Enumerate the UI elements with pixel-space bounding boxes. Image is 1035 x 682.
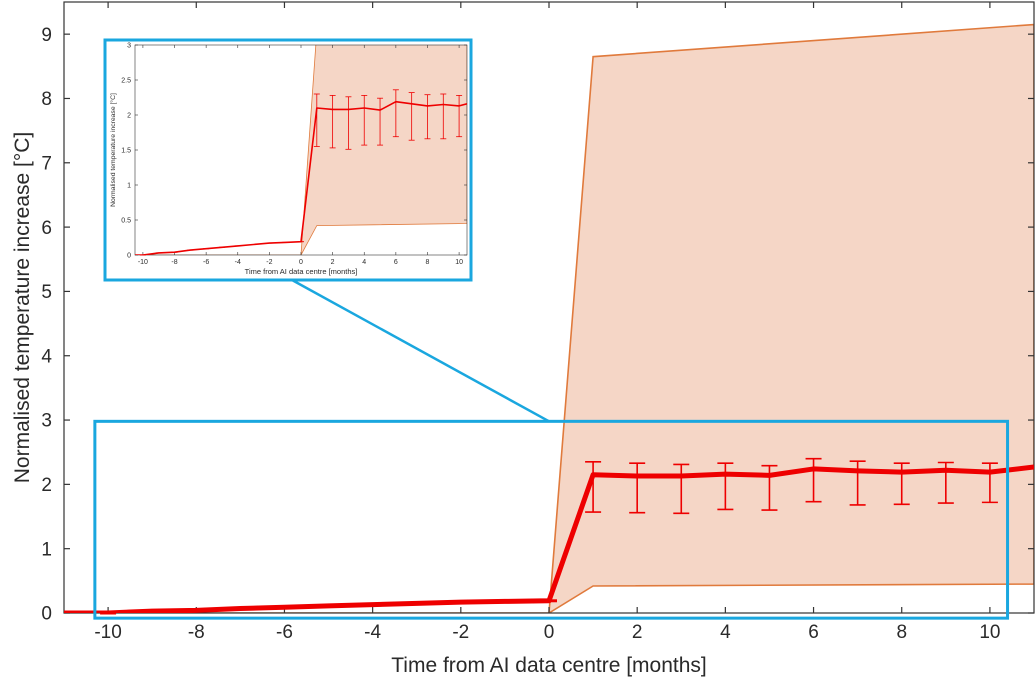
inset-y-tick-label: 2	[127, 112, 131, 119]
main-x-tick-label: -2	[452, 622, 469, 643]
inset-y-tick-label: 3	[127, 42, 131, 49]
inset-y-tick-label: 2.5	[121, 77, 131, 84]
main-y-tick-label: 0	[41, 604, 52, 625]
main-x-tick-label: 0	[544, 622, 555, 643]
inset-x-tick-label: -2	[266, 259, 272, 266]
main-confidence-band-layer	[64, 23, 1034, 613]
inset-y-tick-label: 1.5	[121, 147, 131, 154]
inset-x-tick-label: 4	[362, 259, 366, 266]
main-y-tick-label: 6	[41, 218, 52, 239]
inset-series-layer	[135, 89, 467, 256]
inset-x-tick-label: 8	[426, 259, 430, 266]
inset-x-tick-label: 0	[299, 259, 303, 266]
inset-x-tick-label: -8	[171, 259, 177, 266]
main-y-tick-label: 5	[41, 282, 52, 303]
zoom-connector-line	[291, 278, 550, 423]
main-x-tick-label: 2	[632, 622, 643, 643]
main-x-tick-label: 4	[720, 622, 731, 643]
main-x-tick-label: -6	[276, 622, 293, 643]
inset-y-tick-label: 1	[127, 182, 131, 189]
main-x-tick-label: 10	[979, 622, 1000, 643]
main-x-tick-label: 6	[808, 622, 819, 643]
inset-x-tick-label: -4	[235, 259, 241, 266]
inset-y-tick-label: 0	[127, 252, 131, 259]
main-y-tick-label: 7	[41, 153, 52, 174]
main-y-tick-label: 2	[41, 475, 52, 496]
inset-x-tick-label: -10	[138, 259, 148, 266]
x-axis-title: Time from AI data centre [months]	[391, 654, 707, 677]
main-y-tick-label: 9	[41, 25, 52, 46]
main-x-tick-label: -4	[364, 622, 381, 643]
main-y-tick-label: 4	[41, 346, 52, 367]
inset-x-tick-label: 10	[455, 259, 463, 266]
main-series-layer	[64, 457, 1034, 615]
inset-x-tick-label: 6	[394, 259, 398, 266]
inset-x-axis-title: Time from AI data centre [months]	[245, 267, 358, 276]
inset-axes: -10 -8 -6 -4 -2 0 2 4 6 8 10 0 0.5 1 1.5 2 2.5 3	[121, 42, 468, 266]
main-y-tick-label: 1	[41, 539, 52, 560]
main-x-tick-label: 8	[896, 622, 907, 643]
main-x-tick-label: -8	[188, 622, 205, 643]
inset-frame	[103, 38, 473, 282]
main-y-tick-label: 3	[41, 411, 52, 432]
inset-y-tick-label: 0.5	[121, 217, 131, 224]
inset-y-axis-title: Normalised temperature increase [°C]	[109, 93, 117, 207]
inset-chart: -10 -8 -6 -4 -2 0 2 4 6 8 10 0 0.5 1 1.5 2 2.5 3 Time from…	[103, 38, 473, 282]
y-axis-title: Normalised temperature increase [°C]	[11, 132, 34, 484]
inset-x-tick-label: -6	[203, 259, 209, 266]
main-confidence-band	[64, 23, 1034, 613]
main-x-tick-label: -10	[94, 622, 121, 643]
main-y-tick-label: 8	[41, 89, 52, 110]
zoom-highlight-box	[93, 419, 1010, 620]
zoom-highlight-layer	[93, 278, 1010, 620]
inset-x-tick-label: 2	[331, 259, 335, 266]
